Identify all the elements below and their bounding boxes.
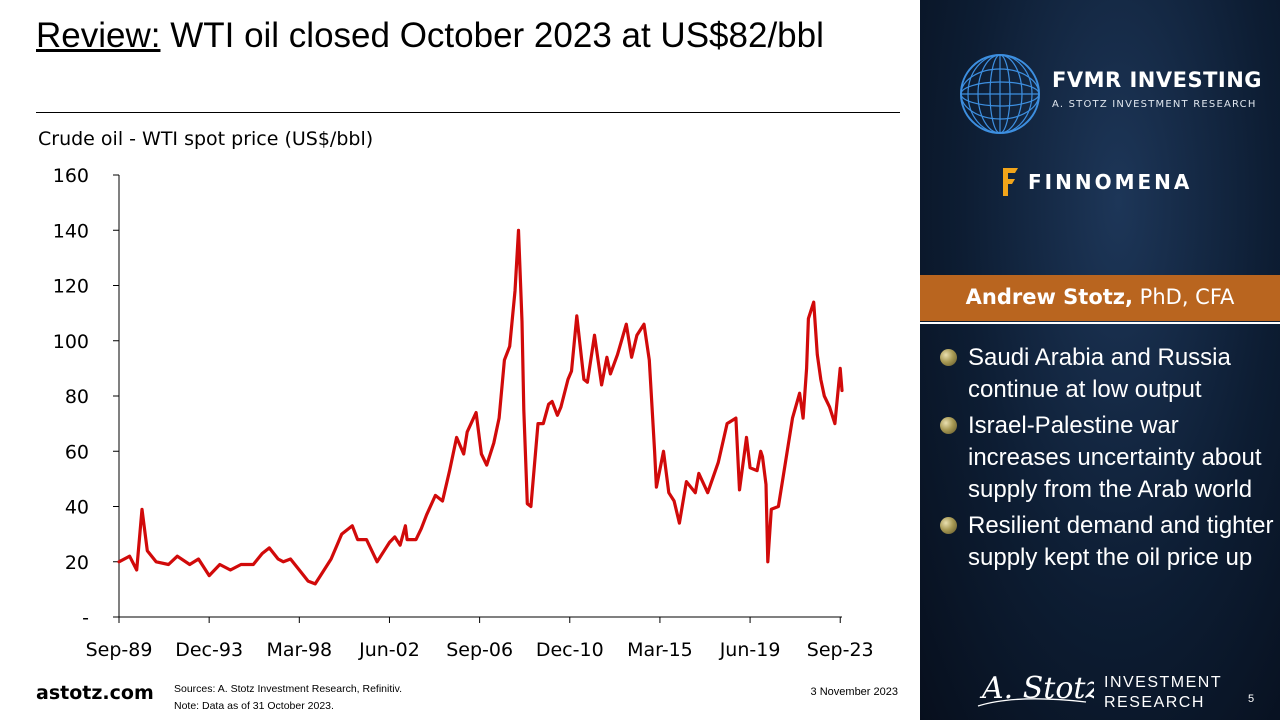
finnomena-brand: FINNOMENA <box>1028 170 1193 194</box>
line-chart: - 20 40 60 80 100 120 140 160 Sep-89 Dec-93 Mar-98… <box>53 165 874 661</box>
bullet-item: Resilient demand and tighter supply kept… <box>938 510 1278 574</box>
invest-line-1: INVESTMENT <box>1104 674 1223 691</box>
author-banner: Andrew Stotz, PhD, CFA <box>920 275 1280 321</box>
y-tick-label: 140 <box>53 220 89 242</box>
publish-date: 3 November 2023 <box>810 686 898 698</box>
signature-logo-icon: A. Stotz <box>977 671 1094 707</box>
finnomena-logo-icon <box>1003 168 1018 196</box>
signature-text: A. Stotz <box>979 671 1094 706</box>
x-tick-label: Dec-10 <box>536 639 604 661</box>
y-axis: - 20 40 60 80 100 120 140 160 <box>53 165 120 629</box>
y-tick-label: - <box>82 607 89 629</box>
bullet-text: Israel-Palestine war increases uncertain… <box>968 412 1262 503</box>
x-tick-label: Sep-23 <box>807 639 874 661</box>
y-tick-label: 80 <box>65 386 89 408</box>
x-tick-label: Mar-98 <box>266 639 332 661</box>
y-tick-label: 120 <box>53 276 89 298</box>
author-credit: Andrew Stotz, PhD, CFA <box>920 285 1280 309</box>
website-link[interactable]: astotz.com <box>36 682 154 704</box>
bullet-icon <box>940 417 957 434</box>
x-tick-label: Sep-89 <box>86 639 153 661</box>
author-credentials: PhD, CFA <box>1133 285 1235 309</box>
fvmr-brand: FVMR INVESTING <box>1052 68 1263 92</box>
y-tick-label: 60 <box>65 441 89 463</box>
chart-title: Crude oil - WTI spot price (US$/bbl) <box>38 128 374 150</box>
bullet-list: Saudi Arabia and Russia continue at low … <box>938 342 1278 578</box>
author-name: Andrew Stotz, <box>965 285 1133 309</box>
y-tick-label: 40 <box>65 497 89 519</box>
y-tick-label: 20 <box>65 552 89 574</box>
title-divider <box>36 112 900 113</box>
x-tick-label: Mar-15 <box>627 639 693 661</box>
bullet-item: Saudi Arabia and Russia continue at low … <box>938 342 1278 406</box>
page-title: Review: WTI oil closed October 2023 at U… <box>36 14 896 57</box>
bullet-item: Israel-Palestine war increases uncertain… <box>938 410 1278 506</box>
x-tick-label: Sep-06 <box>446 639 513 661</box>
wti-price-line <box>117 228 844 586</box>
globe-logo-icon <box>960 54 1040 134</box>
sources-text: Sources: A. Stotz Investment Research, R… <box>174 683 402 695</box>
investment-research-brand: INVESTMENT RESEARCH <box>1104 673 1222 713</box>
page-number: 5 <box>1248 693 1255 705</box>
y-tick-label: 160 <box>53 165 89 187</box>
x-axis: Sep-89 Dec-93 Mar-98 Jun-02 Sep-06 Dec-10 Mar-… <box>86 616 874 661</box>
data-note: Note: Data as of 31 October 2023. <box>174 700 334 712</box>
bullet-icon <box>940 349 957 366</box>
sources-note: Sources: A. Stotz Investment Research, R… <box>174 681 402 715</box>
page-title-lead: Review: <box>36 16 161 55</box>
author-divider <box>920 322 1280 324</box>
series-layer <box>117 228 844 586</box>
x-tick-label: Dec-93 <box>175 639 243 661</box>
page-title-rest: WTI oil closed October 2023 at US$82/bbl <box>160 16 824 55</box>
x-tick-label: Jun-19 <box>719 639 781 661</box>
sidebar-panel: FVMR INVESTING A. STOTZ INVESTMENT RESEA… <box>920 0 1280 720</box>
bullet-text: Resilient demand and tighter supply kept… <box>968 512 1274 571</box>
bullet-text: Saudi Arabia and Russia continue at low … <box>968 344 1231 403</box>
fvmr-brand-subtitle: A. STOTZ INVESTMENT RESEARCH <box>1052 99 1257 110</box>
x-tick-label: Jun-02 <box>358 639 420 661</box>
y-tick-label: 100 <box>53 331 89 353</box>
bullet-icon <box>940 517 957 534</box>
invest-line-2: RESEARCH <box>1104 694 1205 711</box>
